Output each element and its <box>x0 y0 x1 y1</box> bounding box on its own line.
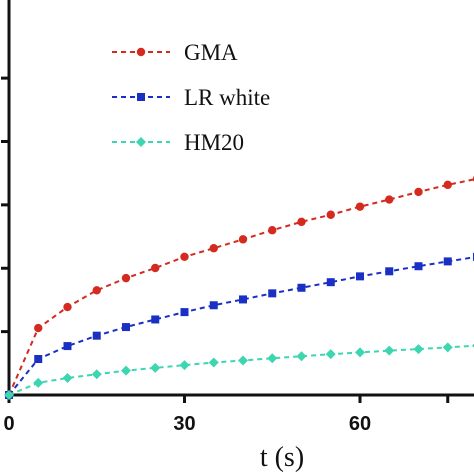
data-point <box>209 301 218 310</box>
data-point <box>297 283 306 292</box>
data-point <box>208 357 219 368</box>
data-point <box>63 342 72 351</box>
data-point <box>442 342 453 353</box>
data-point <box>92 286 101 295</box>
x-tick-label: 30 <box>173 413 195 435</box>
data-point <box>63 302 72 312</box>
series-lr-white <box>5 252 474 399</box>
data-point <box>443 180 452 190</box>
series-line <box>8 256 474 396</box>
data-point <box>326 210 335 219</box>
data-point <box>268 226 277 235</box>
y-ticks <box>1 76 9 334</box>
series-hm20 <box>4 342 474 400</box>
data-point <box>355 347 365 358</box>
data-point <box>296 351 307 362</box>
x-tick-label: 0 <box>3 413 14 435</box>
data-point <box>356 272 364 281</box>
data-point <box>443 257 452 266</box>
legend: GMA LR white HM20 <box>112 40 270 155</box>
data-point <box>180 252 189 262</box>
data-point <box>238 355 248 366</box>
data-point <box>62 373 73 384</box>
axes <box>7 0 474 397</box>
x-axis-title: t (s) <box>260 442 304 473</box>
x-ticks: 0 30 60 <box>3 395 450 435</box>
data-point <box>385 195 394 204</box>
data-point <box>238 235 248 244</box>
data-point <box>385 267 394 276</box>
legend-marker <box>136 137 146 147</box>
data-point <box>150 362 161 373</box>
series-line <box>8 344 474 396</box>
legend-item: LR white <box>112 85 270 110</box>
data-point <box>414 187 423 197</box>
series-gma <box>4 175 474 400</box>
data-point <box>384 345 395 356</box>
data-point <box>414 262 423 271</box>
data-point <box>151 263 160 273</box>
data-point <box>121 273 131 283</box>
data-point <box>4 390 14 400</box>
data-point <box>34 323 43 333</box>
legend-label: GMA <box>184 40 238 65</box>
legend-item: GMA <box>112 40 238 65</box>
data-point <box>121 365 131 376</box>
data-point <box>268 289 277 298</box>
data-point <box>180 308 189 317</box>
data-point <box>34 355 43 364</box>
data-point <box>179 360 190 371</box>
legend-marker <box>137 93 145 101</box>
data-point <box>297 217 306 227</box>
data-point <box>209 244 218 253</box>
data-point <box>151 315 160 324</box>
data-point <box>326 278 335 287</box>
legend-label: LR white <box>184 85 270 110</box>
legend-item: HM20 <box>112 130 244 155</box>
data-point <box>325 349 336 360</box>
legend-marker <box>136 47 146 57</box>
series-layer <box>4 175 474 400</box>
data-point <box>92 331 101 340</box>
data-point <box>355 202 365 211</box>
data-point <box>122 323 130 332</box>
x-tick-label: 60 <box>349 413 371 435</box>
data-point <box>413 344 424 355</box>
data-point <box>267 353 278 364</box>
data-point <box>91 369 102 380</box>
legend-label: HM20 <box>184 130 244 155</box>
data-point <box>239 295 247 304</box>
data-point <box>33 377 44 388</box>
